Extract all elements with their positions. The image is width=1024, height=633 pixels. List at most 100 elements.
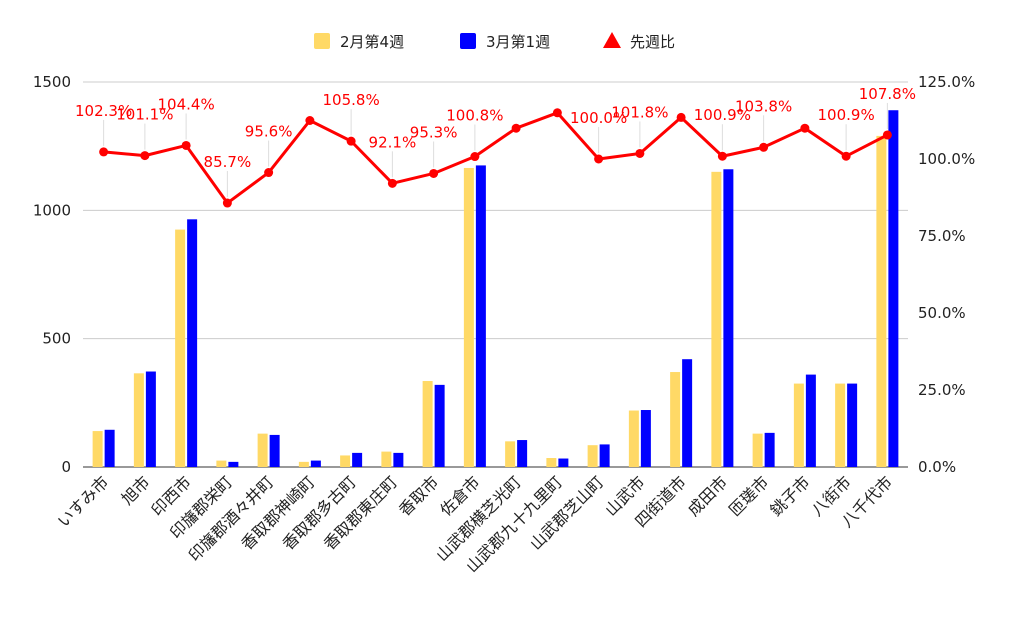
bar-mar-week1 <box>269 434 280 467</box>
bar-feb-week4 <box>711 171 722 468</box>
bar-mar-week1 <box>558 458 569 467</box>
data-label: 85.7% <box>204 153 252 171</box>
legend-swatch <box>603 32 621 48</box>
bar-mar-week1 <box>352 452 363 467</box>
data-label: 107.8% <box>859 85 916 103</box>
legend-swatch <box>460 33 476 49</box>
bar-feb-week4 <box>422 381 433 467</box>
legend: 2月第4週 3月第1週 先週比 <box>314 32 675 51</box>
data-label: 95.6% <box>245 123 293 141</box>
bar-feb-week4 <box>340 455 351 467</box>
bar-mar-week1 <box>434 384 445 467</box>
y-right-tick-label: 25.0% <box>918 381 966 399</box>
x-category-label: 成田市 <box>684 472 731 519</box>
bar-feb-week4 <box>216 460 227 467</box>
ratio-point <box>470 152 480 162</box>
ratio-point <box>140 151 150 161</box>
ratio-point <box>387 178 397 188</box>
legend-label: 先週比 <box>630 33 675 51</box>
data-label: 101.1% <box>116 106 173 124</box>
bar-mar-week1 <box>847 383 858 467</box>
data-label: 95.3% <box>410 123 458 141</box>
data-label: 100.0% <box>570 109 627 127</box>
bar-mar-week1 <box>310 460 321 467</box>
bar-feb-week4 <box>92 431 103 467</box>
data-label: 100.9% <box>818 106 875 124</box>
ratio-point <box>511 123 521 133</box>
y-left-tick-label: 500 <box>42 330 71 348</box>
x-category-label: 銚子市 <box>766 472 813 519</box>
legend-label: 2月第4週 <box>340 33 404 51</box>
y-left-tick-label: 0 <box>61 458 71 476</box>
gridlines <box>83 81 908 468</box>
ratio-point <box>552 108 562 118</box>
bars <box>92 110 899 468</box>
bar-mar-week1 <box>145 371 156 467</box>
y-left-tick-label: 1500 <box>33 73 71 91</box>
bar-feb-week4 <box>463 167 474 467</box>
bar-feb-week4 <box>257 433 268 467</box>
x-category-label: いすみ市 <box>54 472 113 531</box>
ratio-point <box>181 140 191 150</box>
bar-feb-week4 <box>835 383 846 467</box>
data-label: 103.8% <box>735 97 792 115</box>
ratio-point <box>264 168 274 178</box>
data-label: 100.9% <box>694 106 751 124</box>
ratio-point <box>717 151 727 161</box>
ratio-line <box>103 111 889 205</box>
x-category-label: 旭市 <box>118 472 154 508</box>
bar-mar-week1 <box>104 429 115 467</box>
bar-mar-week1 <box>393 452 404 467</box>
legend-label: 3月第1週 <box>486 33 550 51</box>
bar-feb-week4 <box>381 451 392 467</box>
bar-mar-week1 <box>517 440 528 467</box>
bar-mar-week1 <box>682 359 693 467</box>
data-labels: 102.3%101.1%104.4% 85.7% 95.6% 105.8% 92.1%9… <box>75 85 916 198</box>
y-right-tick-label: 125.0% <box>918 73 975 91</box>
ratio-point <box>222 198 232 208</box>
ratio-line-layer <box>99 108 892 208</box>
bar-feb-week4 <box>628 410 639 467</box>
x-category-label: 匝瑳市 <box>725 472 772 519</box>
y-left-tick-label: 1000 <box>33 201 71 219</box>
bar-feb-week4 <box>175 229 186 467</box>
data-label: 100.8% <box>446 107 503 125</box>
ratio-point <box>635 148 645 158</box>
ratio-point <box>346 136 356 146</box>
ratio-point <box>676 112 686 122</box>
y-right-tick-label: 0.0% <box>918 458 956 476</box>
legend-swatch <box>314 33 330 49</box>
data-label: 104.4% <box>158 95 215 113</box>
y-right-tick-label: 75.0% <box>918 227 966 245</box>
ratio-point <box>305 116 315 125</box>
ratio-point <box>841 151 851 161</box>
bar-mar-week1 <box>228 461 239 467</box>
ratio-point <box>800 123 810 133</box>
bar-feb-week4 <box>298 461 309 467</box>
bar-mar-week1 <box>805 374 816 467</box>
ratio-point <box>99 147 109 157</box>
data-label: 102.3% <box>75 102 132 120</box>
bar-feb-week4 <box>505 441 516 467</box>
bar-feb-week4 <box>793 383 804 467</box>
data-label: 101.8% <box>611 103 668 121</box>
bar-mar-week1 <box>187 219 198 467</box>
bar-feb-week4 <box>133 373 144 467</box>
y-right-tick-label: 100.0% <box>918 150 975 168</box>
ratio-point <box>759 142 769 152</box>
ratio-point <box>594 154 604 164</box>
bar-mar-week1 <box>723 169 734 467</box>
data-label: 105.8% <box>323 91 380 109</box>
data-label: 92.1% <box>369 133 417 151</box>
bar-mar-week1 <box>888 110 899 467</box>
bar-mar-week1 <box>764 432 775 467</box>
ratio-point <box>429 168 439 178</box>
ratio-point <box>882 130 892 140</box>
bar-feb-week4 <box>546 458 557 467</box>
bar-mar-week1 <box>475 165 486 467</box>
bar-feb-week4 <box>752 433 763 467</box>
x-category-label: 香取市 <box>395 472 442 519</box>
bar-feb-week4 <box>876 135 887 467</box>
bar-feb-week4 <box>670 372 681 467</box>
